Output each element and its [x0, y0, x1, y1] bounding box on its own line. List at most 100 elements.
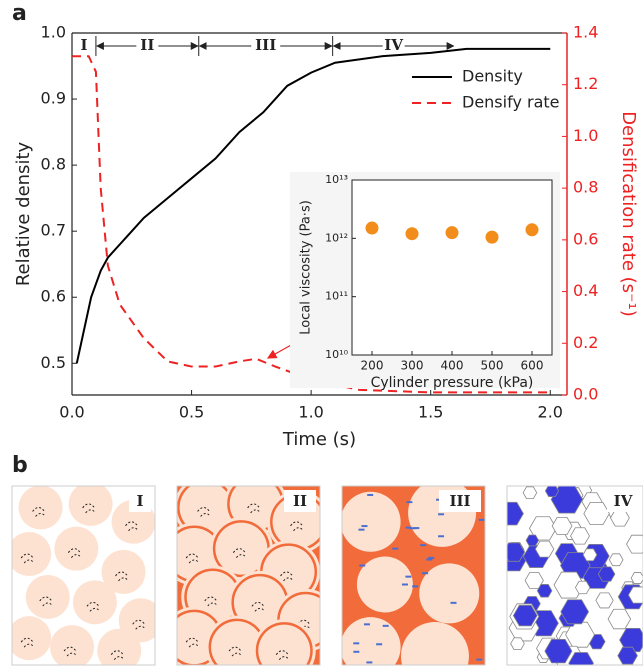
x-tick-label: 2.0 [538, 403, 563, 422]
particle [342, 491, 401, 552]
schematic-content [342, 486, 485, 665]
stage-label: III [255, 36, 276, 54]
y2-tick-label: 1.4 [573, 23, 598, 42]
y2-tick-label: 0.8 [573, 178, 598, 197]
grain [595, 592, 614, 609]
defect [63, 646, 78, 657]
inset-frame [351, 179, 553, 356]
y-tick-label: 1.0 [41, 23, 66, 42]
defect [290, 521, 304, 532]
y2-tick-label: 0.4 [573, 281, 598, 300]
y2-tick-label: 0.0 [573, 385, 598, 404]
schematic-label: I [136, 492, 143, 510]
defect [204, 596, 219, 607]
particle [12, 616, 52, 661]
grain [630, 572, 643, 584]
defect [251, 601, 266, 612]
panel-label: a [12, 1, 27, 26]
x-tick-label: 1.0 [298, 403, 323, 422]
defect [185, 553, 200, 564]
defect [82, 503, 97, 514]
defect [20, 553, 35, 564]
inset-y-tick-label: 10¹³ [325, 173, 348, 186]
grain [550, 486, 584, 514]
y-axis-label: Relative density [13, 142, 34, 287]
data-line [75, 47, 551, 364]
schematic-panel: II [176, 485, 321, 666]
schematic-frame [11, 485, 156, 666]
y2-tick-label: 1.2 [573, 74, 598, 93]
schematic-panel: IV [506, 485, 643, 666]
grain [560, 599, 590, 625]
stage-label: II [140, 36, 154, 54]
grain [544, 638, 573, 664]
defect [132, 619, 147, 630]
defect [280, 571, 294, 582]
label-bg [129, 490, 151, 512]
grain [582, 548, 598, 562]
schematic-label: II [293, 492, 307, 510]
particle [258, 624, 311, 665]
particle [342, 617, 401, 665]
inset-point [485, 230, 499, 244]
defect [86, 601, 101, 612]
defect [20, 637, 35, 648]
grain [619, 627, 643, 653]
inset-x-tick-label: 500 [481, 359, 504, 373]
schematic-frame [506, 485, 643, 666]
grain [568, 652, 594, 665]
inset-x-label: Cylinder pressure (kPa) [371, 375, 534, 391]
legend-label: Densify rate [462, 93, 560, 112]
inset-x-tick-label: 400 [441, 359, 464, 373]
defect [67, 548, 82, 558]
particle [12, 532, 52, 577]
grain [507, 501, 524, 526]
inset-point [445, 226, 459, 240]
grain [608, 553, 624, 567]
grain [617, 646, 638, 665]
inset-x-tick-label: 200 [361, 359, 384, 373]
grain [512, 604, 538, 627]
inset-x-tick-label: 600 [521, 359, 544, 373]
y2-tick-label: 0.6 [573, 229, 598, 248]
defect [39, 596, 54, 607]
label-bg [607, 490, 639, 512]
defect [32, 506, 46, 517]
grain [570, 527, 590, 545]
grain [536, 584, 553, 598]
particle [211, 621, 264, 665]
defect [247, 503, 262, 514]
grain [507, 542, 526, 562]
schematic-panel: I [11, 485, 156, 666]
grain [565, 621, 595, 648]
y2-tick-label: 1.0 [573, 126, 598, 145]
grain [607, 608, 632, 630]
y-tick-label: 0.9 [41, 89, 66, 108]
x-axis-label: Time (s) [282, 429, 356, 450]
x-tick-label: 0.5 [179, 403, 204, 422]
grain [583, 502, 610, 526]
grain [553, 571, 585, 599]
label-bg [439, 490, 481, 512]
x-tick-label: 1.5 [418, 403, 443, 422]
grain [510, 637, 525, 651]
inset-y-tick-label: 10¹² [325, 231, 348, 244]
particle [97, 628, 142, 665]
defect [228, 646, 243, 657]
inset-point [405, 227, 419, 241]
grain [551, 516, 573, 535]
schematic-label: III [449, 492, 470, 510]
grain [522, 486, 538, 499]
stage-label: I [80, 36, 87, 54]
stage-label: IV [384, 36, 403, 54]
defect [115, 571, 129, 582]
x-tick-label: 0.0 [59, 403, 84, 422]
particle [50, 625, 95, 665]
grain [544, 486, 560, 498]
schematic-content [12, 486, 155, 665]
particle [356, 556, 413, 613]
grain [525, 534, 540, 547]
inset-x-tick-label: 300 [401, 359, 424, 373]
particle [179, 486, 232, 534]
